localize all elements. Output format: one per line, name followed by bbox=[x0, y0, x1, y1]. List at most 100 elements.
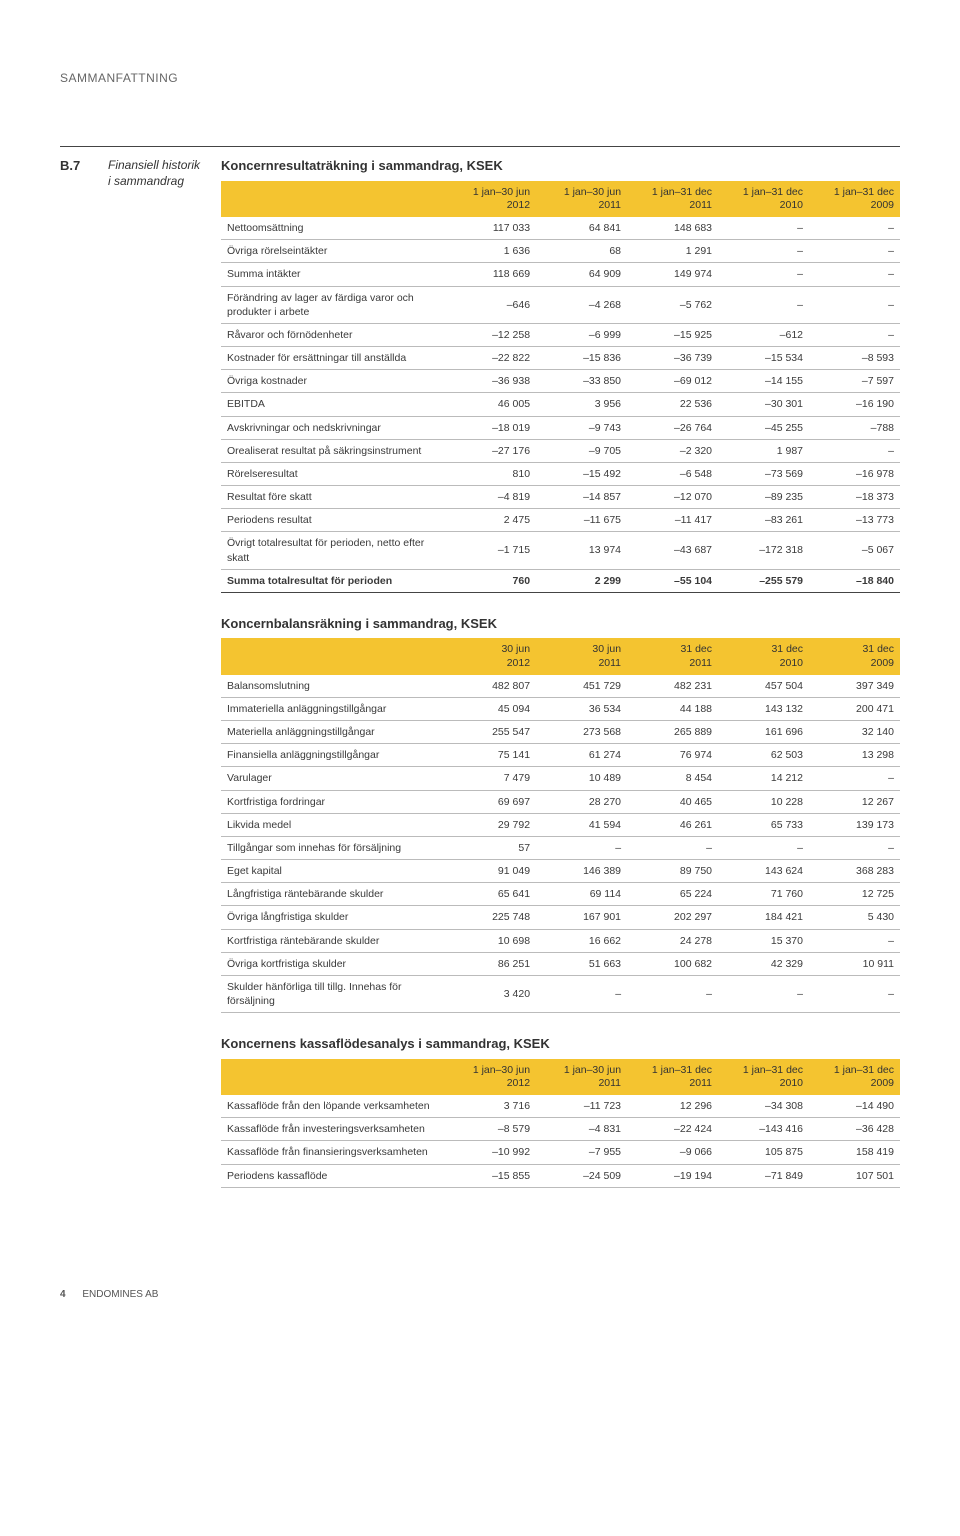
cell-value: 105 875 bbox=[718, 1141, 809, 1164]
cell-value: –18 840 bbox=[809, 569, 900, 592]
cell-value: – bbox=[718, 263, 809, 286]
cell-value: –6 548 bbox=[627, 462, 718, 485]
cell-value: 100 682 bbox=[627, 952, 718, 975]
row-label: Nettoomsättning bbox=[221, 217, 445, 240]
cell-value: –14 857 bbox=[536, 486, 627, 509]
cell-value: – bbox=[718, 975, 809, 1012]
column-header bbox=[221, 181, 445, 217]
cell-value: –15 925 bbox=[627, 323, 718, 346]
table-row: Övriga kostnader–36 938–33 850–69 012–14… bbox=[221, 370, 900, 393]
table-row: Balansomslutning482 807451 729482 231457… bbox=[221, 675, 900, 698]
cell-value: 2 299 bbox=[536, 569, 627, 592]
cell-value: –10 992 bbox=[445, 1141, 536, 1164]
table-row: Summa intäkter118 66964 909149 974–– bbox=[221, 263, 900, 286]
row-label: Kortfristiga fordringar bbox=[221, 790, 445, 813]
page-header: SAMMANFATTNING bbox=[60, 70, 900, 86]
cell-value: –22 822 bbox=[445, 347, 536, 370]
row-label: Kassaflöde från investerings­verksamhete… bbox=[221, 1118, 445, 1141]
cell-value: 255 547 bbox=[445, 721, 536, 744]
cell-value: 75 141 bbox=[445, 744, 536, 767]
row-label: Balansomslutning bbox=[221, 675, 445, 698]
row-label: Övriga rörelseintäkter bbox=[221, 240, 445, 263]
column-header: 30 jun2011 bbox=[536, 638, 627, 674]
cell-value: 167 901 bbox=[536, 906, 627, 929]
cell-value: –12 258 bbox=[445, 323, 536, 346]
table-row: Tillgångar som innehas för försäljning57… bbox=[221, 836, 900, 859]
table-title: Koncernens kassaflödesanalys i sammandra… bbox=[221, 1035, 900, 1053]
table-row: Resultat före skatt–4 819–14 857–12 070–… bbox=[221, 486, 900, 509]
cell-value: –22 424 bbox=[627, 1118, 718, 1141]
cell-value: –2 320 bbox=[627, 439, 718, 462]
cell-value: 457 504 bbox=[718, 675, 809, 698]
row-label: EBITDA bbox=[221, 393, 445, 416]
cell-value: 71 760 bbox=[718, 883, 809, 906]
cell-value: 2 475 bbox=[445, 509, 536, 532]
table-row: Råvaror och förnödenheter–12 258–6 999–1… bbox=[221, 323, 900, 346]
column-header: 31 dec2009 bbox=[809, 638, 900, 674]
table-row: Kortfristiga fordringar69 69728 27040 46… bbox=[221, 790, 900, 813]
tables-column: Koncernresultaträkning i sammandrag, KSE… bbox=[221, 147, 900, 1198]
cell-value: 118 669 bbox=[445, 263, 536, 286]
cell-value: 3 716 bbox=[445, 1095, 536, 1118]
cell-value: – bbox=[809, 975, 900, 1012]
cell-value: – bbox=[809, 217, 900, 240]
cell-value: 1 291 bbox=[627, 240, 718, 263]
cell-value: 139 173 bbox=[809, 813, 900, 836]
table-row: Kassaflöde från den löpande verksamheten… bbox=[221, 1095, 900, 1118]
table-row: Övriga rörelseintäkter1 636681 291–– bbox=[221, 240, 900, 263]
cell-value: –14 490 bbox=[809, 1095, 900, 1118]
page-footer: 4 ENDOMINES AB bbox=[60, 1288, 900, 1302]
cell-value: 3 420 bbox=[445, 975, 536, 1012]
footer-company: ENDOMINES AB bbox=[82, 1289, 158, 1300]
data-table: 1 jan–30 jun20121 jan–30 jun20111 jan–31… bbox=[221, 181, 900, 593]
table-row: Finansiella anläggningstillgångar75 1416… bbox=[221, 744, 900, 767]
cell-value: – bbox=[627, 836, 718, 859]
cell-value: 91 049 bbox=[445, 860, 536, 883]
row-label: Skulder hänförliga till tillg. Innehas f… bbox=[221, 975, 445, 1012]
cell-value: –13 773 bbox=[809, 509, 900, 532]
cell-value: 64 841 bbox=[536, 217, 627, 240]
cell-value: – bbox=[809, 323, 900, 346]
cell-value: 143 132 bbox=[718, 697, 809, 720]
cell-value: –55 104 bbox=[627, 569, 718, 592]
cell-value: 36 534 bbox=[536, 697, 627, 720]
column-header: 30 jun2012 bbox=[445, 638, 536, 674]
cell-value: 760 bbox=[445, 569, 536, 592]
cell-value: 273 568 bbox=[536, 721, 627, 744]
cell-value: –9 705 bbox=[536, 439, 627, 462]
table-row: Kortfristiga räntebärande skulder10 6981… bbox=[221, 929, 900, 952]
cell-value: –646 bbox=[445, 286, 536, 323]
table-row: Övrigt totalresultat för perioden, netto… bbox=[221, 532, 900, 569]
section-code: B.7 bbox=[60, 147, 90, 1198]
cell-value: – bbox=[718, 286, 809, 323]
cell-value: –36 739 bbox=[627, 347, 718, 370]
cell-value: –5 762 bbox=[627, 286, 718, 323]
cell-value: –6 999 bbox=[536, 323, 627, 346]
cell-value: 46 261 bbox=[627, 813, 718, 836]
table-row: Kassaflöde från finansierings­verksamhet… bbox=[221, 1141, 900, 1164]
cell-value: –27 176 bbox=[445, 439, 536, 462]
cell-value: –71 849 bbox=[718, 1164, 809, 1187]
cell-value: 45 094 bbox=[445, 697, 536, 720]
row-label: Kortfristiga räntebärande skulder bbox=[221, 929, 445, 952]
cell-value: 8 454 bbox=[627, 767, 718, 790]
cell-value: –4 831 bbox=[536, 1118, 627, 1141]
cell-value: 148 683 bbox=[627, 217, 718, 240]
cell-value: 149 974 bbox=[627, 263, 718, 286]
data-table: 30 jun201230 jun201131 dec201131 dec2010… bbox=[221, 638, 900, 1013]
table-row: Skulder hänförliga till tillg. Innehas f… bbox=[221, 975, 900, 1012]
cell-value: 810 bbox=[445, 462, 536, 485]
cell-value: –788 bbox=[809, 416, 900, 439]
cell-value: – bbox=[809, 929, 900, 952]
cell-value: 57 bbox=[445, 836, 536, 859]
cell-value: –12 070 bbox=[627, 486, 718, 509]
table-row: Kassaflöde från investerings­verksamhete… bbox=[221, 1118, 900, 1141]
cell-value: –11 417 bbox=[627, 509, 718, 532]
cell-value: – bbox=[718, 240, 809, 263]
cell-value: –15 534 bbox=[718, 347, 809, 370]
column-header: 1 jan–30 jun2012 bbox=[445, 181, 536, 217]
cell-value: –612 bbox=[718, 323, 809, 346]
cell-value: 89 750 bbox=[627, 860, 718, 883]
row-label: Materiella anläggningstillgångar bbox=[221, 721, 445, 744]
row-label: Finansiella anläggningstillgångar bbox=[221, 744, 445, 767]
